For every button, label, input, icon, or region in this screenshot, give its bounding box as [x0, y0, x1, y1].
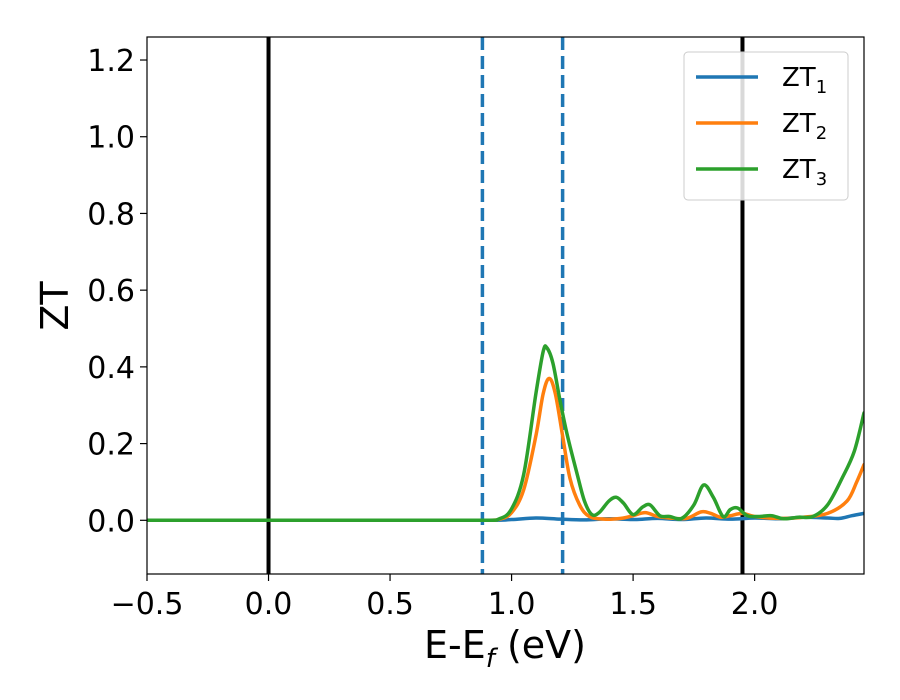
legend-label-zt3: ZT3: [782, 155, 827, 190]
x-tick-label-1: 0.0: [245, 587, 293, 622]
legend-label-subscript: 1: [816, 77, 827, 98]
x-axis-title: E-Ef (eV): [424, 623, 586, 674]
plot-frame: [146, 36, 865, 575]
x-tick-label-0: −0.5: [111, 587, 184, 622]
y-axis: 0.0 0.2 0.4 0.6 0.8 1.0 1.2: [87, 44, 147, 539]
y-tick-label-3: 0.6: [87, 274, 135, 309]
legend-label-subscript: 2: [816, 123, 827, 144]
x-tick-label-3: 1.0: [488, 587, 536, 622]
y-tick-label-4: 0.8: [87, 197, 135, 232]
series-line-zt3: [147, 344, 864, 523]
x-axis-title-unit: (eV): [495, 623, 586, 667]
legend-label-main: ZT: [782, 155, 816, 185]
legend-label-main: ZT: [782, 63, 816, 93]
legend-label-subscript: 3: [816, 169, 827, 190]
series-line-zt2: [147, 376, 864, 523]
y-tick-label-6: 1.2: [87, 44, 135, 79]
x-axis: −0.5 0.0 0.5 1.0 1.5 2.0: [111, 574, 779, 622]
y-tick-label-0: 0.0: [87, 504, 135, 539]
series-layer: [147, 344, 864, 523]
y-tick-label-1: 0.2: [87, 428, 135, 463]
y-tick-label-5: 1.0: [87, 121, 135, 156]
legend-label-main: ZT: [782, 109, 816, 139]
reference-lines: [266, 37, 745, 574]
legend-label-zt1: ZT1: [782, 63, 827, 98]
legend-label-zt2: ZT2: [782, 109, 827, 144]
x-tick-label-4: 1.5: [609, 587, 657, 622]
x-tick-label-2: 0.5: [366, 587, 414, 622]
x-tick-label-5: 2.0: [731, 587, 779, 622]
x-axis-title-main: E-E: [424, 623, 486, 667]
legend-box: [683, 51, 849, 201]
y-axis-title: ZT: [33, 281, 77, 331]
y-tick-label-2: 0.4: [87, 351, 135, 386]
